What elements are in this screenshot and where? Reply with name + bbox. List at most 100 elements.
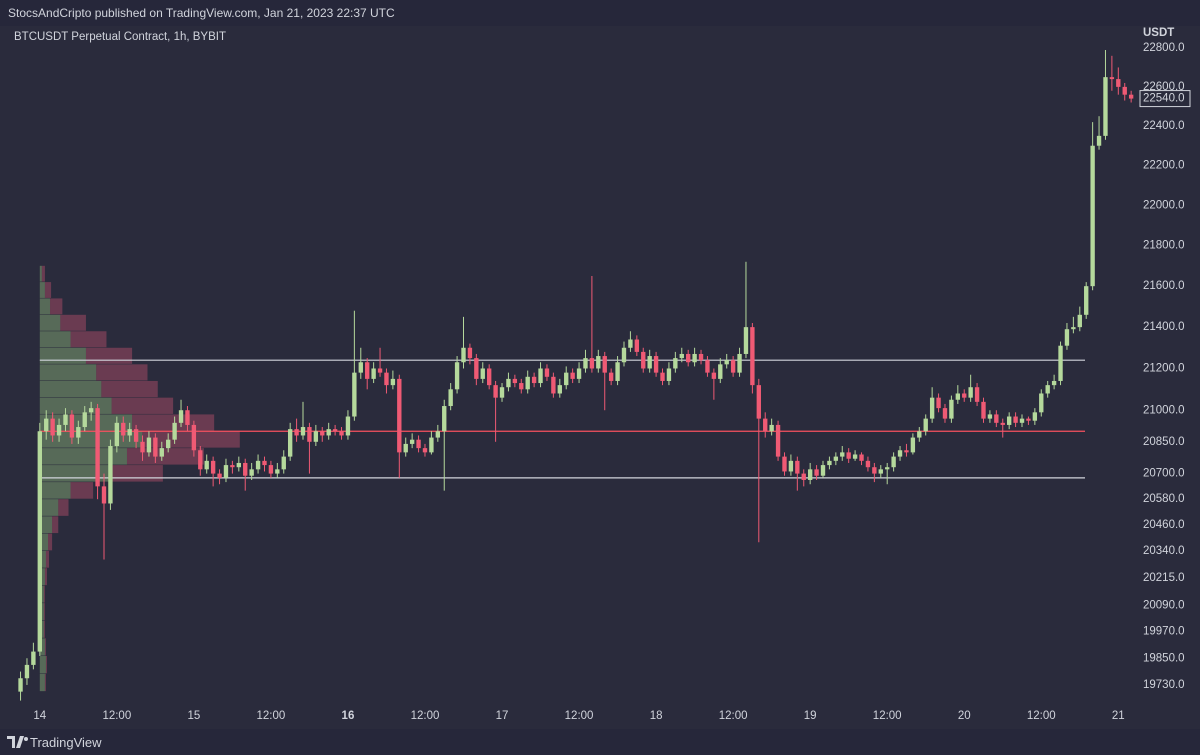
profile-down <box>96 364 148 381</box>
candle-body <box>756 385 761 419</box>
candle-body <box>255 460 261 470</box>
candle-body <box>268 465 274 474</box>
candle-body <box>692 353 697 363</box>
profile-up <box>39 550 46 568</box>
candle-body <box>95 408 100 487</box>
profile-up <box>39 448 127 465</box>
candle-body <box>313 431 319 442</box>
candle-body <box>820 465 826 476</box>
candle-body <box>442 406 447 432</box>
y-tick-label: 20580.0 <box>1143 493 1185 505</box>
candle-body <box>769 424 774 432</box>
profile-down <box>43 620 45 638</box>
candle-body <box>942 408 948 419</box>
candle-body <box>480 368 485 379</box>
candle-body <box>570 372 575 379</box>
y-tick-label: 22400.0 <box>1143 120 1185 132</box>
candle-body <box>56 424 62 436</box>
candle-body <box>788 460 794 472</box>
x-tick-label: 20 <box>958 710 971 722</box>
candle-body <box>1109 77 1115 80</box>
profile-down <box>45 550 50 568</box>
y-tick-label: 20215.0 <box>1143 572 1185 584</box>
candle-body <box>397 378 402 453</box>
candle-body <box>88 408 94 413</box>
y-tick-label: 20850.0 <box>1143 436 1185 448</box>
publish-bar: StocsAndCripto published on TradingView.… <box>0 0 1200 26</box>
candle-body <box>994 414 999 423</box>
candle-body <box>198 450 203 470</box>
candle-body <box>1084 286 1089 315</box>
y-tick-label: 19970.0 <box>1143 626 1185 638</box>
candle-body <box>249 469 254 476</box>
profile-down <box>101 380 158 398</box>
candle-body <box>641 351 646 369</box>
profile-down <box>48 533 53 551</box>
x-tick-label: 12:00 <box>719 710 748 722</box>
profile-down <box>43 603 45 621</box>
candle-body <box>1051 380 1057 386</box>
x-tick-label: 12:00 <box>565 710 594 722</box>
candle-body <box>294 429 299 436</box>
candle-body <box>474 358 479 379</box>
candle-body <box>589 358 595 369</box>
candle-body <box>275 469 280 474</box>
profile-down <box>126 448 204 465</box>
candle-body <box>634 339 640 352</box>
candle-body <box>345 416 351 436</box>
x-tick-label: 12:00 <box>873 710 902 722</box>
candle-body <box>37 431 42 652</box>
candle-body <box>50 418 55 436</box>
candle-body <box>435 431 441 438</box>
candle-body <box>429 437 434 453</box>
candle-body <box>230 465 235 468</box>
candle-body <box>1019 418 1025 423</box>
y-tick-label: 19730.0 <box>1143 679 1185 691</box>
y-tick-label: 20700.0 <box>1143 468 1185 480</box>
profile-up <box>39 533 49 551</box>
candle-body <box>403 443 408 453</box>
candle-body <box>217 473 222 478</box>
candle-body <box>576 368 582 379</box>
candle-body <box>493 385 498 398</box>
profile-down <box>111 465 163 482</box>
candle-body <box>409 439 415 444</box>
candle-body <box>1026 418 1031 421</box>
x-tick-label: 21 <box>1112 710 1125 722</box>
profile-down <box>70 482 94 499</box>
candle-body <box>557 385 562 394</box>
profile-up <box>39 465 112 482</box>
candle-body <box>801 473 806 480</box>
candle-body <box>326 429 331 436</box>
candle-body <box>24 664 30 679</box>
candle-body <box>936 397 941 409</box>
x-tick-label: 16 <box>342 710 355 722</box>
candle-body <box>262 460 267 466</box>
candle-body <box>101 486 107 504</box>
profile-down <box>45 656 47 674</box>
candle-body <box>467 347 473 359</box>
candle-body <box>564 372 569 386</box>
candle-body <box>878 469 883 474</box>
profile-down <box>58 499 69 516</box>
profile-up <box>39 499 59 516</box>
candle-body <box>1128 94 1134 99</box>
candle-body <box>705 360 710 373</box>
candle-body <box>846 452 851 459</box>
x-tick-label: 12:00 <box>257 710 286 722</box>
last-price-box <box>1139 90 1191 108</box>
candle-body <box>923 418 928 432</box>
y-tick-label: 21400.0 <box>1143 321 1185 333</box>
profile-up <box>39 314 61 331</box>
x-tick-label: 12:00 <box>102 710 131 722</box>
profile-down <box>44 282 52 298</box>
candle-body <box>146 437 152 453</box>
candle-body <box>686 353 691 363</box>
candle-body <box>358 362 363 373</box>
last-price-label: 22540.0 <box>1143 93 1185 105</box>
x-tick-label: 18 <box>650 710 663 722</box>
brand: TradingView <box>30 735 102 750</box>
candle-body <box>621 347 627 363</box>
candle-body <box>897 450 903 457</box>
